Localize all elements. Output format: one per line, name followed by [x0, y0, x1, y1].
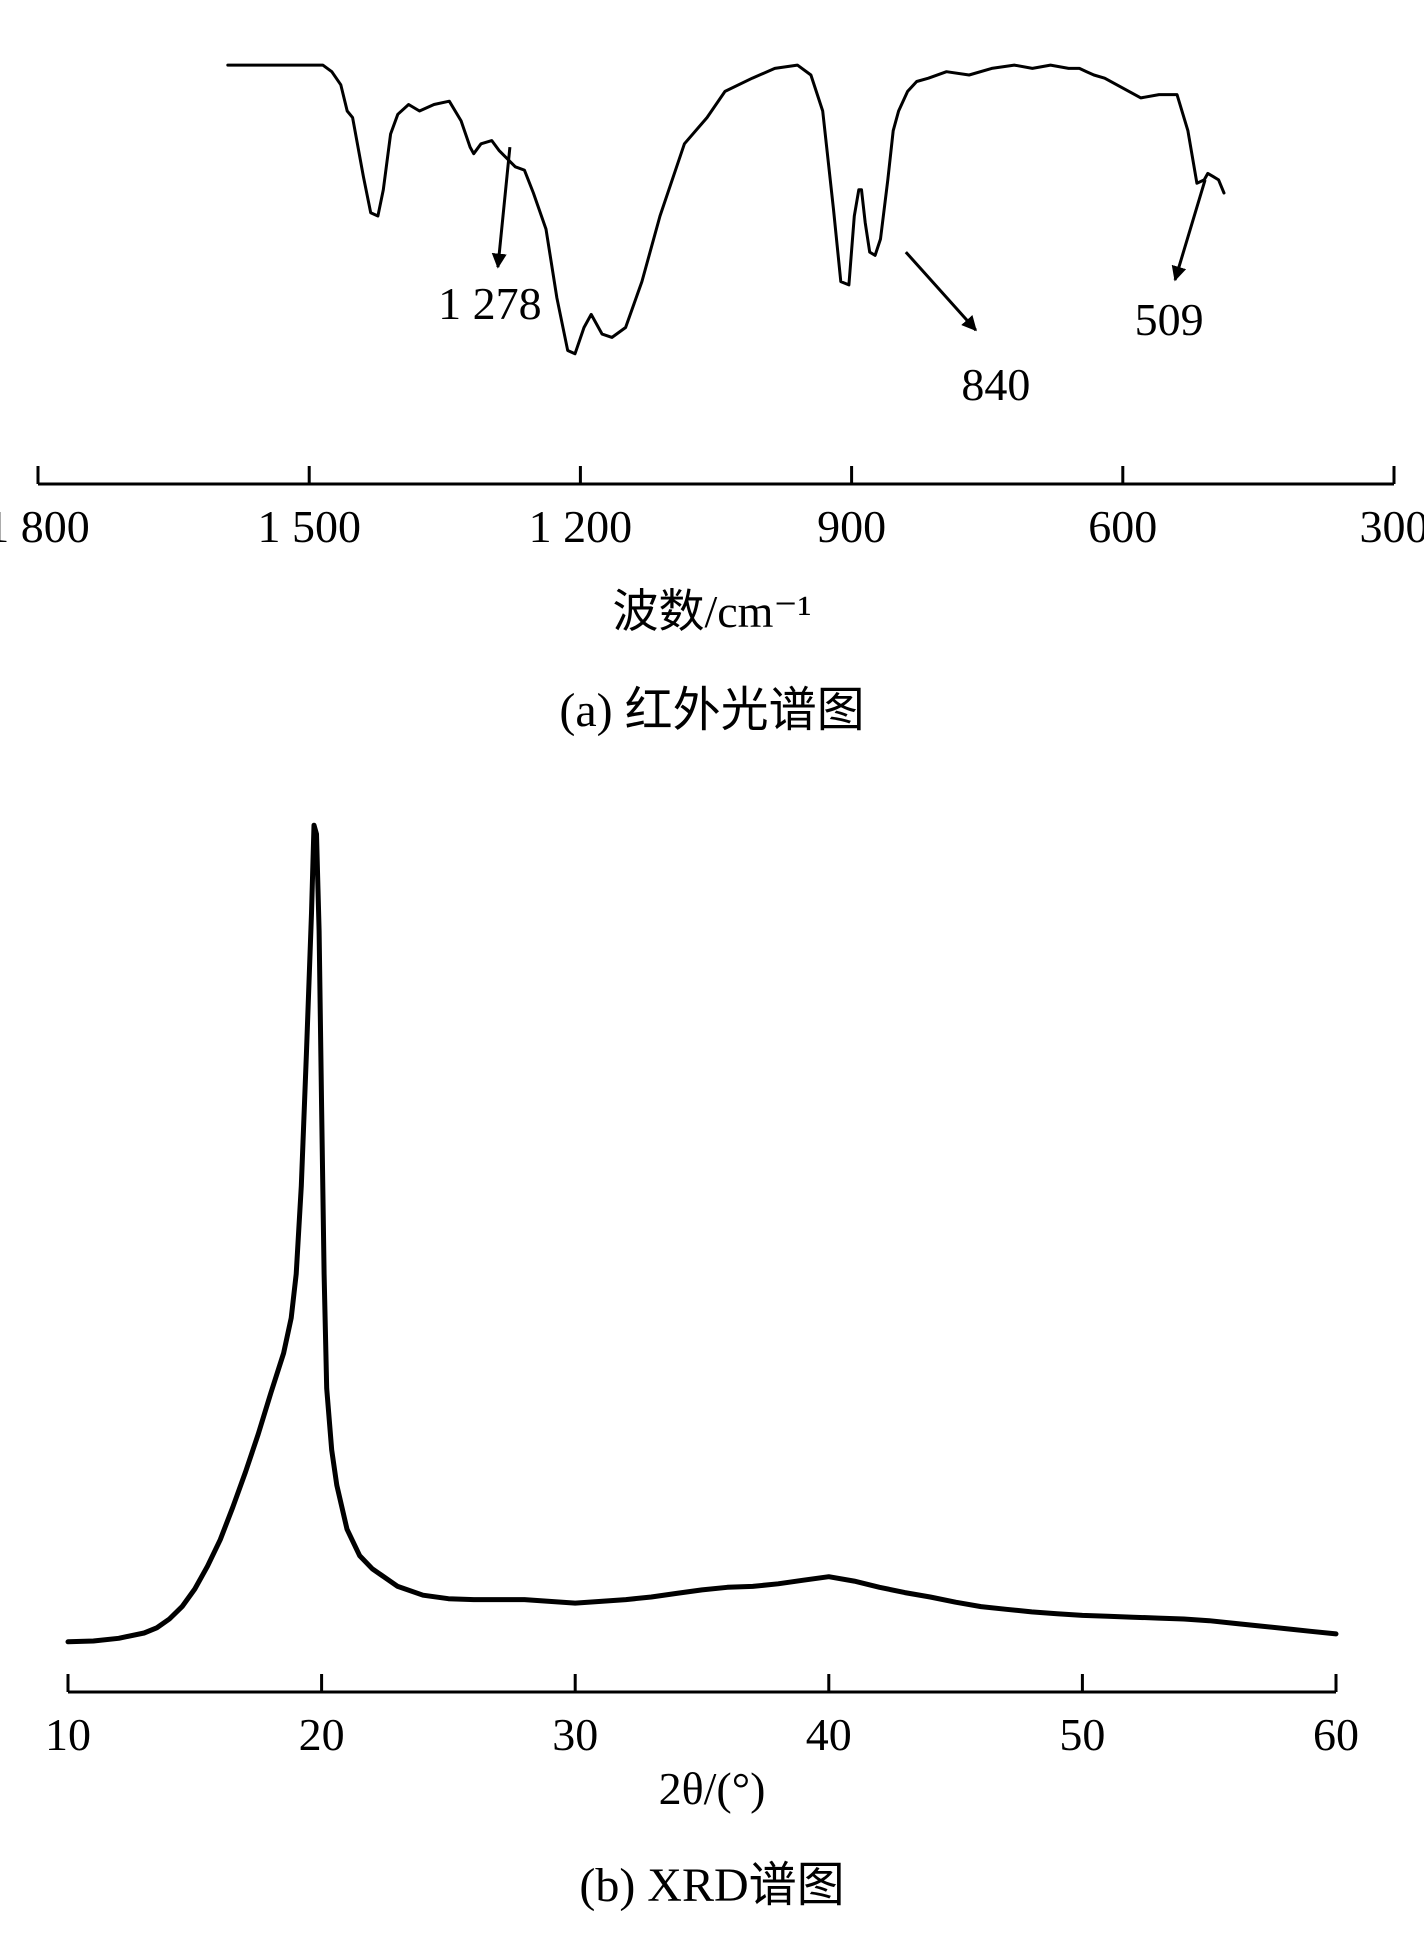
ir-annotation-label: 840: [961, 359, 1030, 410]
xrd-x-tick-label: 60: [1313, 1709, 1359, 1760]
xrd-x-axis-label: 2θ/(°): [658, 1763, 766, 1814]
xrd-x-tick-label: 50: [1059, 1709, 1105, 1760]
xrd-caption: (b) XRD谱图: [579, 1859, 845, 1912]
ir-x-tick-label: 1 200: [529, 501, 633, 552]
ir-chart-panel: 1 800 1 500 1 200 900 600 300 1 278 840 509 波数/c…: [0, 0, 1424, 760]
ir-x-tick-label: 1 500: [257, 501, 361, 552]
ir-annotation-arrow: [491, 146, 512, 269]
xrd-x-tick-label: 30: [552, 1709, 598, 1760]
ir-x-tick-label: 900: [817, 501, 886, 552]
ir-annotation-arrow: [1171, 179, 1207, 282]
ir-x-axis-label: 波数/cm⁻¹: [612, 586, 812, 637]
ir-x-tick-label: 1 800: [0, 501, 90, 552]
ir-annotation-label: 1 278: [438, 278, 542, 329]
ir-spectrum-line: [226, 63, 1226, 356]
ir-annotation-label: 509: [1135, 294, 1204, 345]
xrd-x-tick-label: 10: [45, 1709, 91, 1760]
ir-x-tick-label: 600: [1088, 501, 1157, 552]
xrd-x-tick-label: 20: [299, 1709, 345, 1760]
ir-chart: 1 800 1 500 1 200 900 600 300 1 278 840 509: [0, 63, 1424, 552]
xrd-chart-panel: 10 20 30 40 50 60 2θ/(°) (b) XRD谱图: [0, 780, 1424, 1958]
ir-caption: (a) 红外光谱图: [559, 684, 865, 737]
ir-annotation-arrow: [904, 251, 977, 332]
xrd-chart: 10 20 30 40 50 60: [45, 822, 1359, 1760]
xrd-spectrum-line: [65, 822, 1339, 1645]
xrd-x-tick-label: 40: [806, 1709, 852, 1760]
ir-x-tick-label: 300: [1360, 501, 1424, 552]
